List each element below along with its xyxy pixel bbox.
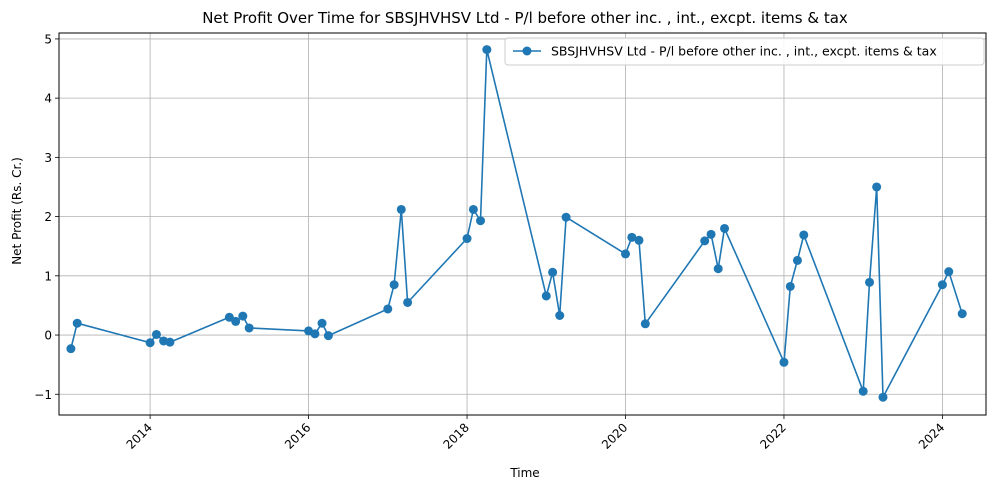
data-point: [145, 338, 155, 348]
data-point: [482, 45, 492, 55]
data-point: [858, 386, 868, 396]
data-point: [396, 204, 406, 214]
data-point: [66, 344, 76, 354]
data-point: [937, 280, 947, 290]
data-point: [468, 204, 478, 214]
y-tick-label: 4: [44, 92, 52, 106]
data-point: [878, 392, 888, 402]
data-point: [792, 255, 802, 265]
data-point: [634, 235, 644, 245]
data-point: [555, 311, 565, 321]
data-point: [151, 329, 161, 339]
x-axis-label: Time: [509, 466, 539, 480]
data-point: [627, 232, 637, 242]
data-point: [944, 267, 954, 277]
grid-lines: [59, 33, 986, 415]
data-point: [706, 229, 716, 239]
data-point: [720, 223, 730, 233]
data-point: [317, 318, 327, 328]
y-tick-label: 2: [44, 210, 52, 224]
y-tick-label: −1: [34, 388, 52, 402]
data-point: [700, 236, 710, 246]
data-point: [403, 297, 413, 307]
data-point: [383, 304, 393, 314]
data-point: [389, 280, 399, 290]
data-point: [640, 319, 650, 329]
data-point: [476, 216, 486, 226]
series-layer: [66, 45, 967, 402]
legend: SBSJHVHSV Ltd - P/l before other inc. , …: [504, 37, 985, 66]
data-point: [231, 316, 241, 326]
data-point: [799, 230, 809, 240]
data-point: [865, 277, 875, 287]
plot-frame: [58, 32, 987, 416]
data-point: [462, 234, 472, 244]
y-tick-label: 1: [44, 269, 52, 283]
data-point: [713, 264, 723, 274]
data-point: [561, 212, 571, 222]
legend-box: [504, 37, 985, 66]
y-axis-label: Net Profit (Rs. Cr.): [10, 157, 24, 265]
y-tick-label: 0: [44, 329, 52, 343]
data-point: [548, 267, 558, 277]
data-point: [779, 357, 789, 367]
data-point: [72, 318, 82, 328]
data-point: [541, 291, 551, 301]
data-point: [872, 182, 882, 192]
data-point: [323, 331, 333, 341]
legend-point-marker: [522, 46, 532, 56]
legend-entry-label: SBSJHVHSV Ltd - P/l before other inc. , …: [551, 44, 937, 59]
data-point: [244, 323, 254, 333]
data-point: [310, 329, 320, 339]
data-point: [785, 281, 795, 291]
chart-title: Net Profit Over Time for SBSJHVHSV Ltd -…: [202, 9, 848, 27]
data-point: [621, 249, 630, 259]
y-tick-label: 3: [44, 151, 52, 165]
data-point: [224, 312, 234, 322]
data-point: [238, 311, 248, 321]
y-tick-label: 5: [44, 32, 52, 46]
data-point: [957, 309, 967, 319]
data-point: [165, 337, 175, 347]
